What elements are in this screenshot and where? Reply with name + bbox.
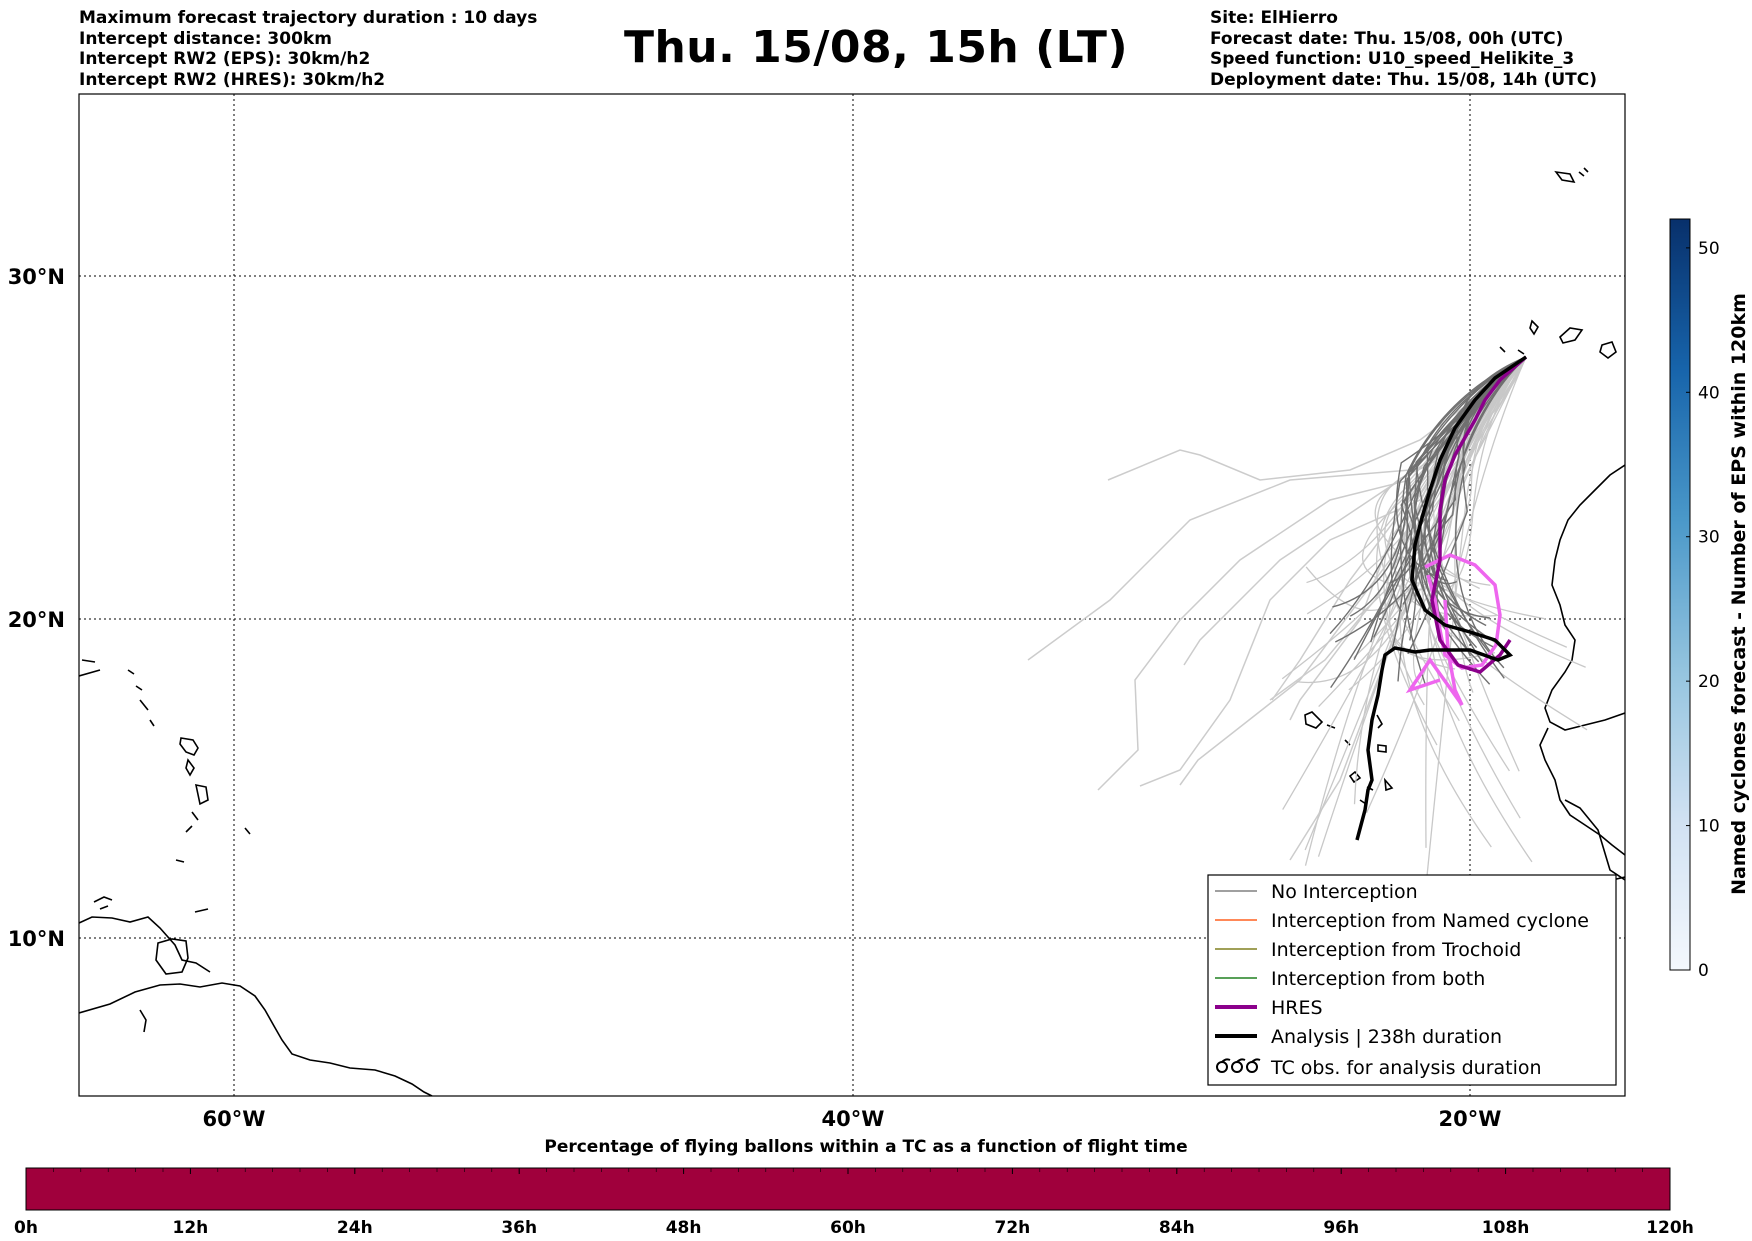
coastline-africa-bight xyxy=(1564,799,1625,881)
map: 30°N 20°N 10°N 60°W 40°W 20°W xyxy=(8,93,1626,1131)
light-track-36 xyxy=(1404,356,1546,620)
coastline-trinidad xyxy=(155,938,189,975)
colorbar-bottom-ticks: 0h 12h 24h 36h 48h 60h 72h 84h 96h 108h 120h xyxy=(14,1168,1694,1238)
header-deployment-date: Deployment date: Thu. 15/08, 14h (UTC) xyxy=(1210,69,1597,90)
colorbar-right-label: Named cyclones forecast - Number of EPS … xyxy=(1728,293,1750,895)
lon-label-60w: 60°W xyxy=(203,1107,266,1131)
light-track-35 xyxy=(1353,356,1527,805)
legend-label-both: Interception from both xyxy=(1271,968,1485,990)
colorbar-bottom-ticklabel-3: 36h xyxy=(501,1218,537,1238)
coastline-south-america xyxy=(79,982,433,1096)
faint-track-2 xyxy=(1097,356,1527,791)
title-text: Thu. 15/08, 15h (LT) xyxy=(623,22,1129,73)
eps-track-26 xyxy=(1391,356,1527,650)
colorbar-right-ticks: 0 10 20 30 40 50 xyxy=(1686,239,1720,981)
header-info-left: Maximum forecast trajectory duration : 1… xyxy=(79,8,537,90)
colorbar-bottom-ticklabel-0: 0h xyxy=(14,1218,38,1238)
lat-label-30n: 30°N xyxy=(8,265,65,289)
colorbar-right-ticklabel-3: 30 xyxy=(1698,528,1720,548)
coastlines xyxy=(79,167,1625,1096)
lat-label-20n: 20°N xyxy=(8,608,65,632)
eps-track-31 xyxy=(1334,356,1527,643)
colorbar-right: 0 10 20 30 40 50 Named cyclones forecast - Nu… xyxy=(1669,218,1750,981)
lat-label-10n: 10°N xyxy=(8,927,65,951)
colorbar-bottom-ticklabel-1: 12h xyxy=(173,1218,209,1238)
coastline-canary-islands xyxy=(1499,319,1617,359)
colorbar-right-ticklabel-1: 10 xyxy=(1698,817,1720,837)
colorbar-bottom-ticklabel-8: 96h xyxy=(1323,1218,1359,1238)
colorbar-right-ticklabel-4: 40 xyxy=(1698,383,1720,403)
colorbar-bottom-bar xyxy=(25,1167,1671,1211)
coastline-tobago xyxy=(194,908,209,913)
coastline-caribbean-islands xyxy=(79,659,251,1033)
colorbar-bottom-ticklabel-6: 72h xyxy=(995,1218,1031,1238)
coastline-madeira xyxy=(1554,167,1589,184)
latitude-labels: 30°N 20°N 10°N xyxy=(8,265,65,951)
eps-track-22 xyxy=(1390,356,1527,612)
colorbar-bottom-title: Percentage of flying ballons within a TC… xyxy=(544,1137,1187,1157)
legend-label-tc-obs: TC obs. for analysis duration xyxy=(1270,1057,1542,1079)
page-title: Thu. 15/08, 15h (LT) xyxy=(0,22,1752,73)
light-track-12 xyxy=(1365,356,1527,814)
light-track-17 xyxy=(1374,356,1568,648)
legend-label-analysis: Analysis | 238h duration xyxy=(1271,1026,1502,1048)
map-frame xyxy=(78,93,1626,1097)
light-track-28 xyxy=(1426,356,1527,880)
colorbar-right-ticklabel-5: 50 xyxy=(1698,239,1720,259)
legend-label-no-interception: No Interception xyxy=(1271,881,1418,903)
legend-label-trochoid: Interception from Trochoid xyxy=(1271,939,1521,961)
lon-label-40w: 40°W xyxy=(822,1107,885,1131)
header-info-right: Site: ElHierro Forecast date: Thu. 15/08… xyxy=(1210,8,1597,90)
eps-track-27 xyxy=(1330,356,1527,689)
header-site: Site: ElHierro xyxy=(1210,8,1338,28)
cyclone-symbol-icon xyxy=(1216,1058,1261,1073)
header-forecast-date: Forecast date: Thu. 15/08, 00h (UTC) xyxy=(1210,28,1564,49)
colorbar-bottom-ticklabel-4: 48h xyxy=(666,1218,702,1238)
trajectory-tracks xyxy=(1027,355,1588,880)
colorbar-bottom-ticklabel-2: 24h xyxy=(337,1218,373,1238)
header-intercept-distance: Intercept distance: 300km xyxy=(79,28,332,49)
colorbar-bottom-ticklabel-7: 84h xyxy=(1159,1218,1195,1238)
colorbar-right-gradient xyxy=(1669,218,1691,971)
header-intercept-eps: Intercept RW2 (EPS): 30km/h2 xyxy=(79,49,371,69)
header-duration: Maximum forecast trajectory duration : 1… xyxy=(79,8,538,28)
legend-label-named-cyclone: Interception from Named cyclone xyxy=(1271,910,1589,932)
colorbar-bottom-ticklabel-9: 108h xyxy=(1482,1218,1530,1238)
header-speed-function: Speed function: U10_speed_Helikite_3 xyxy=(1210,49,1575,69)
coastline-venezuela-north xyxy=(79,916,211,973)
hres-track xyxy=(1430,355,1528,674)
analysis-track xyxy=(1355,355,1527,841)
eps-track-24 xyxy=(1455,356,1527,669)
legend-label-hres: HRES xyxy=(1271,997,1323,1019)
longitude-labels: 60°W 40°W 20°W xyxy=(203,1107,1502,1131)
colorbar-bottom: Percentage of flying ballons within a TC… xyxy=(14,1137,1694,1238)
colorbar-right-ticklabel-2: 20 xyxy=(1698,672,1720,692)
colorbar-bottom-ticklabel-10: 120h xyxy=(1646,1218,1694,1238)
colorbar-right-ticklabel-0: 0 xyxy=(1698,961,1709,981)
colorbar-bottom-ticklabel-5: 60h xyxy=(830,1218,866,1238)
eps-track-28 xyxy=(1436,356,1527,625)
header-intercept-hres: Intercept RW2 (HRES): 30km/h2 xyxy=(79,69,386,90)
lon-label-20w: 20°W xyxy=(1439,1107,1502,1131)
legend-box xyxy=(1207,874,1617,1086)
legend: No Interception Interception from Named … xyxy=(1207,874,1617,1086)
